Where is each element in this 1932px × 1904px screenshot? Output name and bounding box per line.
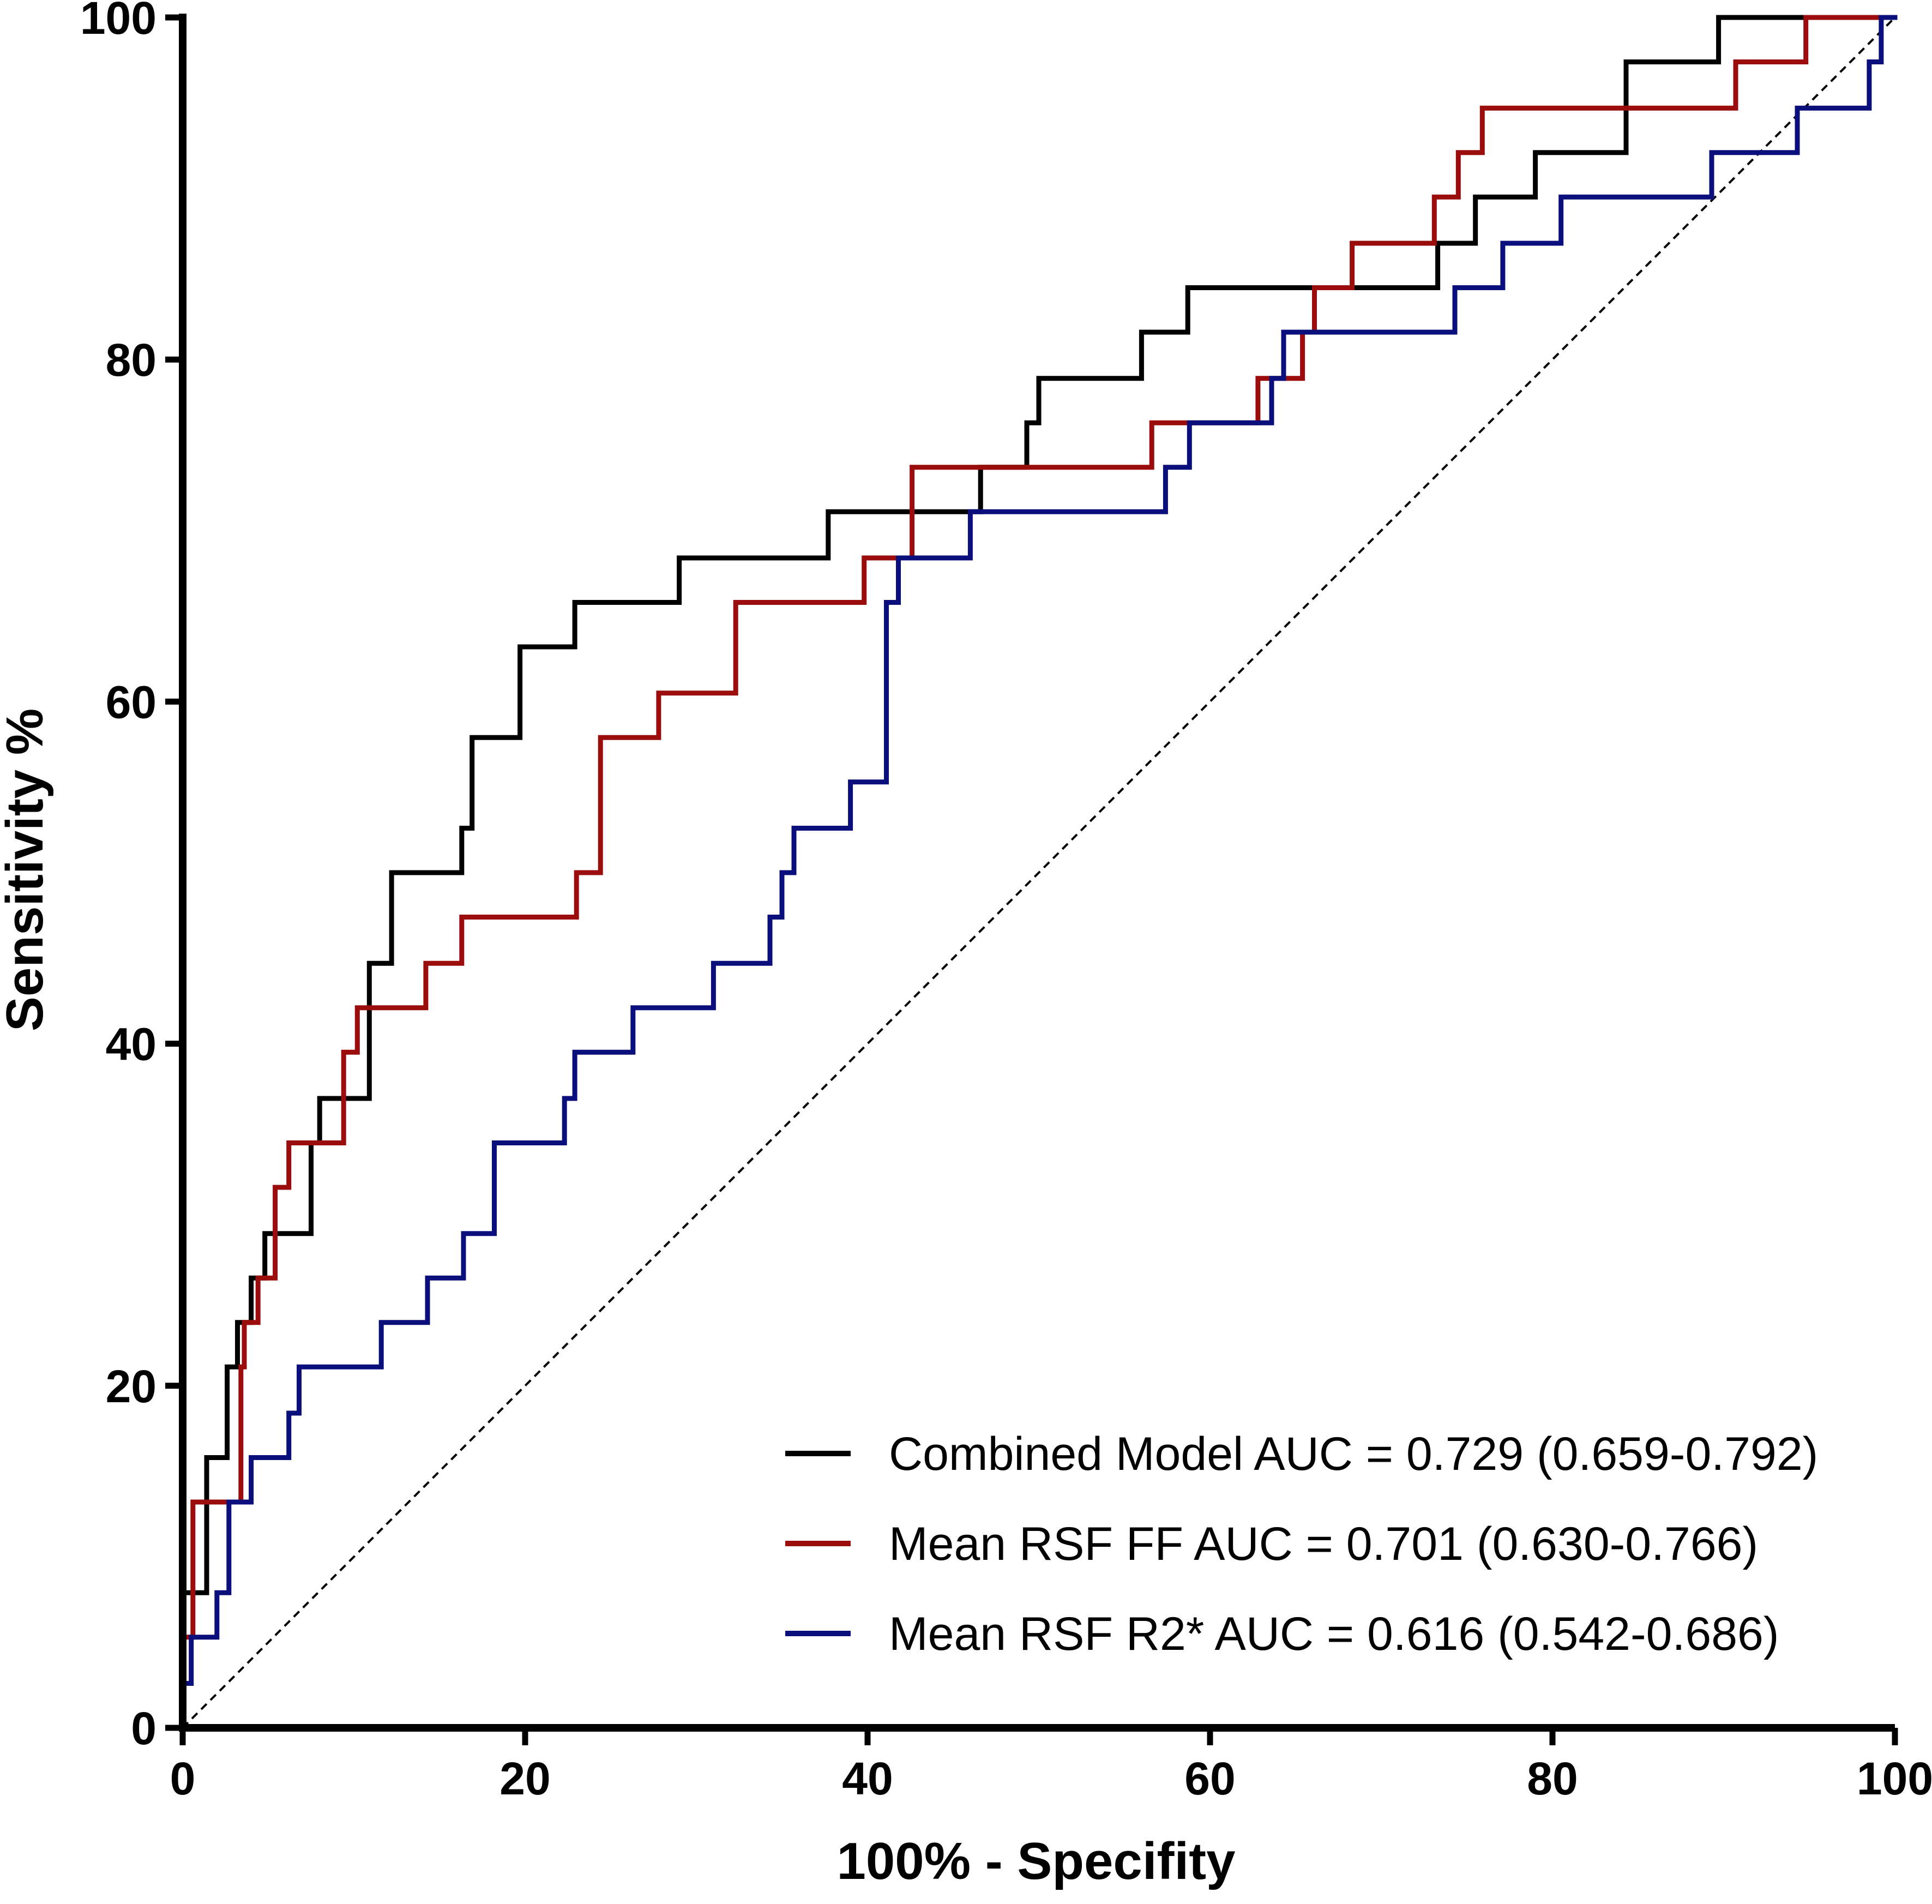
series-line-0 [180, 15, 1898, 1731]
x-tick-label: 20 [499, 1753, 550, 1804]
y-tick-label: 60 [106, 676, 157, 728]
y-tick-label: 80 [106, 334, 157, 386]
x-tick-label: 0 [170, 1753, 196, 1804]
legend-label-0: Combined Model AUC = 0.729 (0.659-0.792) [889, 1428, 1818, 1480]
y-tick-label: 20 [106, 1361, 157, 1412]
x-tick-label: 80 [1527, 1753, 1578, 1804]
series-layer [180, 15, 1898, 1731]
y-tick-label: 40 [106, 1019, 157, 1070]
series-line-1 [180, 15, 1898, 1731]
legend-label-1: Mean RSF FF AUC = 0.701 (0.630-0.766) [889, 1518, 1758, 1570]
legend: Combined Model AUC = 0.729 (0.659-0.792)… [785, 1428, 1818, 1660]
x-tick-label: 40 [842, 1753, 893, 1804]
x-axis-title: 100% - Specifity [837, 1832, 1236, 1890]
chance-reference-line [182, 16, 1896, 1729]
x-ticks: 0 20 40 60 80 100 [170, 1728, 1932, 1804]
y-tick-label: 100 [80, 0, 157, 44]
y-tick-label: 0 [131, 1703, 157, 1754]
x-tick-label: 100 [1857, 1753, 1932, 1804]
axis-layer [179, 14, 1895, 1732]
x-tick-label: 60 [1184, 1753, 1235, 1804]
reference-line-layer [182, 16, 1896, 1729]
y-ticks: 0 20 40 60 80 100 [80, 0, 183, 1754]
legend-label-2: Mean RSF R2* AUC = 0.616 (0.542-0.686) [889, 1608, 1779, 1660]
series-line-2 [180, 15, 1898, 1731]
y-axis-title: Sensitivity % [0, 708, 54, 1031]
